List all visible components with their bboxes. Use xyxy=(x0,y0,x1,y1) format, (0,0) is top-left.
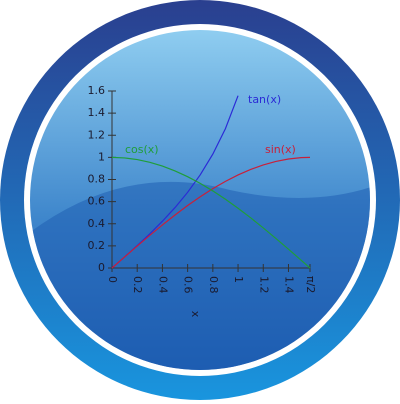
x-tick-label: 1 xyxy=(232,276,245,283)
series-label: sin(x) xyxy=(265,143,296,156)
x-tick-label: 0.4 xyxy=(156,276,169,294)
x-tick-label: 0.2 xyxy=(131,276,144,294)
y-tick-label: 0.2 xyxy=(88,239,106,252)
series-label: cos(x) xyxy=(125,143,159,156)
series-label: tan(x) xyxy=(248,93,281,106)
y-tick-label: 0.8 xyxy=(88,173,106,186)
y-tick-label: 1.6 xyxy=(88,84,106,97)
y-tick-label: 0 xyxy=(98,261,105,274)
y-tick-label: 1 xyxy=(98,150,105,163)
x-tick-label: π/2 xyxy=(304,276,317,293)
x-tick-label: 1.2 xyxy=(257,276,270,294)
series-line xyxy=(111,156,311,269)
y-tick-label: 0.6 xyxy=(88,195,106,208)
x-tick-label: 0.8 xyxy=(207,276,220,294)
x-axis-label: x xyxy=(189,311,202,318)
y-tick-label: 1.2 xyxy=(88,128,106,141)
x-tick-label: 0 xyxy=(106,276,119,283)
y-tick-label: 0.4 xyxy=(88,217,106,230)
series-line xyxy=(111,156,311,269)
x-tick-label: 0.6 xyxy=(182,276,195,294)
x-tick-label: 1.4 xyxy=(282,276,295,294)
y-tick-label: 1.4 xyxy=(88,106,106,119)
